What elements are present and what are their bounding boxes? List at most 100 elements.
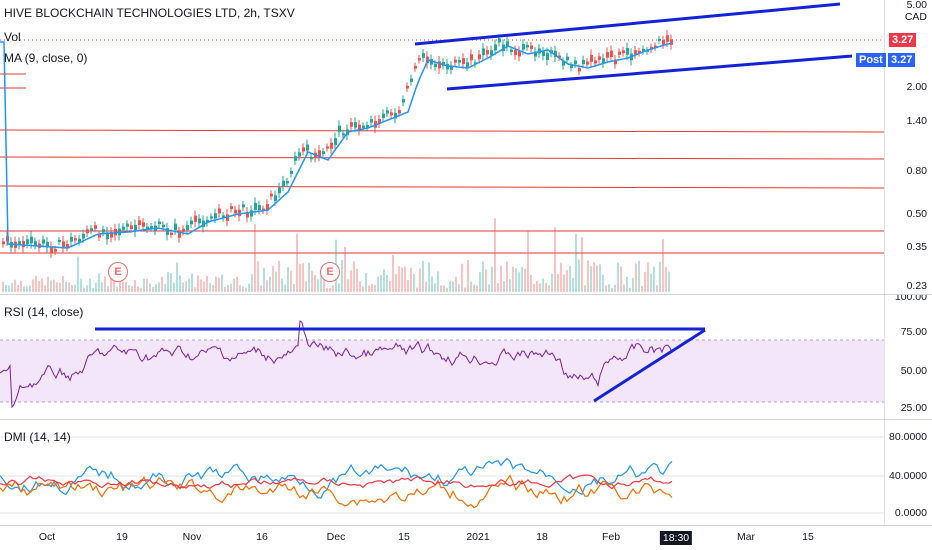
candle-body	[242, 204, 245, 208]
candle-body	[602, 58, 605, 64]
volume-bar	[596, 265, 598, 292]
candle-body	[326, 146, 329, 149]
candle-body	[498, 38, 501, 43]
volume-bar	[68, 282, 70, 292]
volume-bar	[653, 266, 655, 292]
volume-bar	[326, 287, 328, 292]
candle-body	[378, 119, 381, 124]
candle-body	[522, 43, 525, 50]
candle-body	[366, 124, 369, 128]
time-tick: Oct	[38, 531, 56, 543]
candle-body	[454, 59, 457, 63]
candle-body	[214, 213, 217, 219]
price-tick: 0.35	[906, 241, 927, 253]
volume-bar	[305, 281, 307, 292]
ma-legend[interactable]: MA (9, close, 0)	[4, 51, 88, 65]
volume-bar	[617, 262, 619, 292]
volume-bar	[164, 284, 166, 292]
volume-bar	[176, 262, 178, 292]
candle-body	[302, 147, 305, 152]
candle-body	[290, 170, 293, 174]
candle-body	[234, 209, 237, 214]
volume-bar	[47, 276, 49, 292]
candle-body	[350, 122, 353, 127]
candle-body	[286, 180, 289, 184]
earnings-marker[interactable]: E	[320, 262, 340, 282]
volume-bar	[380, 275, 382, 292]
candle-body	[82, 233, 85, 239]
candle-body	[430, 59, 433, 65]
rsi-chart[interactable]	[0, 295, 884, 419]
volume-bar	[203, 281, 205, 292]
candle-body	[462, 58, 465, 65]
candle-body	[438, 61, 441, 69]
volume-bar	[407, 280, 409, 292]
volume-legend[interactable]: Vol	[4, 30, 21, 44]
candle-body	[58, 239, 61, 243]
candle-body	[670, 39, 673, 45]
volume-bar	[323, 269, 325, 292]
volume-bar	[590, 265, 592, 292]
volume-bar	[113, 277, 115, 292]
volume-bar	[332, 285, 334, 292]
volume-bar	[659, 261, 661, 292]
volume-bar	[539, 283, 541, 292]
dmi-legend[interactable]: DMI (14, 14)	[4, 430, 71, 444]
candle-body	[362, 125, 365, 129]
volume-bar	[227, 284, 229, 292]
volume-bar	[62, 275, 64, 292]
price-tick: 1.40	[906, 115, 927, 127]
price-axis[interactable]: 5.00 CAD 3.27 2.00 1.40 0.80 0.50 0.35 0…	[884, 0, 932, 294]
candle-body	[110, 232, 113, 238]
symbol-title[interactable]: HIVE BLOCKCHAIN TECHNOLOGIES LTD, 2h, TS…	[4, 6, 295, 20]
volume-bar	[284, 284, 286, 292]
candle-body	[74, 238, 77, 241]
volume-bar	[221, 274, 223, 292]
volume-bar	[158, 282, 160, 292]
candle-body	[666, 35, 669, 42]
volume-bar	[515, 268, 517, 292]
candle-body	[174, 223, 177, 231]
candle-body	[86, 229, 89, 234]
candle-body	[642, 48, 645, 52]
dmi-axis[interactable]: 80.0000 40.0000 0.0000	[884, 420, 932, 525]
candle-body	[558, 55, 561, 58]
pane-divider[interactable]	[0, 419, 932, 420]
rsi-legend[interactable]: RSI (14, close)	[4, 305, 84, 319]
volume-bar	[428, 262, 430, 292]
volume-bar	[392, 254, 394, 292]
volume-bar	[98, 273, 100, 292]
volume-bar	[236, 276, 238, 292]
candle-body	[146, 226, 149, 230]
earnings-marker[interactable]: E	[108, 262, 128, 282]
time-axis[interactable]	[0, 526, 932, 550]
rsi-pane[interactable]: RSI (14, close)	[0, 295, 884, 419]
price-pane[interactable]: HIVE BLOCKCHAIN TECHNOLOGIES LTD, 2h, TS…	[0, 0, 884, 294]
volume-bar	[431, 276, 433, 292]
pane-divider[interactable]	[0, 294, 932, 295]
last-price-tag: 3.27	[889, 33, 917, 47]
dmi-pane[interactable]: DMI (14, 14)	[0, 420, 884, 525]
candle-body	[506, 41, 509, 47]
volume-bar	[56, 282, 58, 292]
dmi-chart[interactable]	[0, 420, 884, 525]
volume-bar	[593, 262, 595, 292]
volume-bar	[503, 281, 505, 292]
candle-body	[414, 65, 417, 69]
candle-body	[134, 224, 137, 232]
candle-body	[166, 228, 169, 235]
trendline-upper	[414, 2, 841, 46]
candle-body	[538, 48, 541, 54]
volume-bar	[488, 284, 490, 292]
volume-bar	[509, 279, 511, 292]
volume-bar	[275, 271, 277, 292]
volume-bar	[536, 281, 538, 292]
rsi-axis[interactable]: 100.00 75.00 50.00 25.00	[884, 295, 932, 419]
volume-bar	[155, 284, 157, 292]
volume-bar	[143, 278, 145, 292]
candle-body	[70, 236, 73, 242]
candle-body	[158, 221, 161, 225]
price-chart[interactable]	[0, 0, 884, 294]
volume-bar	[26, 286, 28, 292]
rsi-tick: 25.00	[900, 402, 927, 414]
